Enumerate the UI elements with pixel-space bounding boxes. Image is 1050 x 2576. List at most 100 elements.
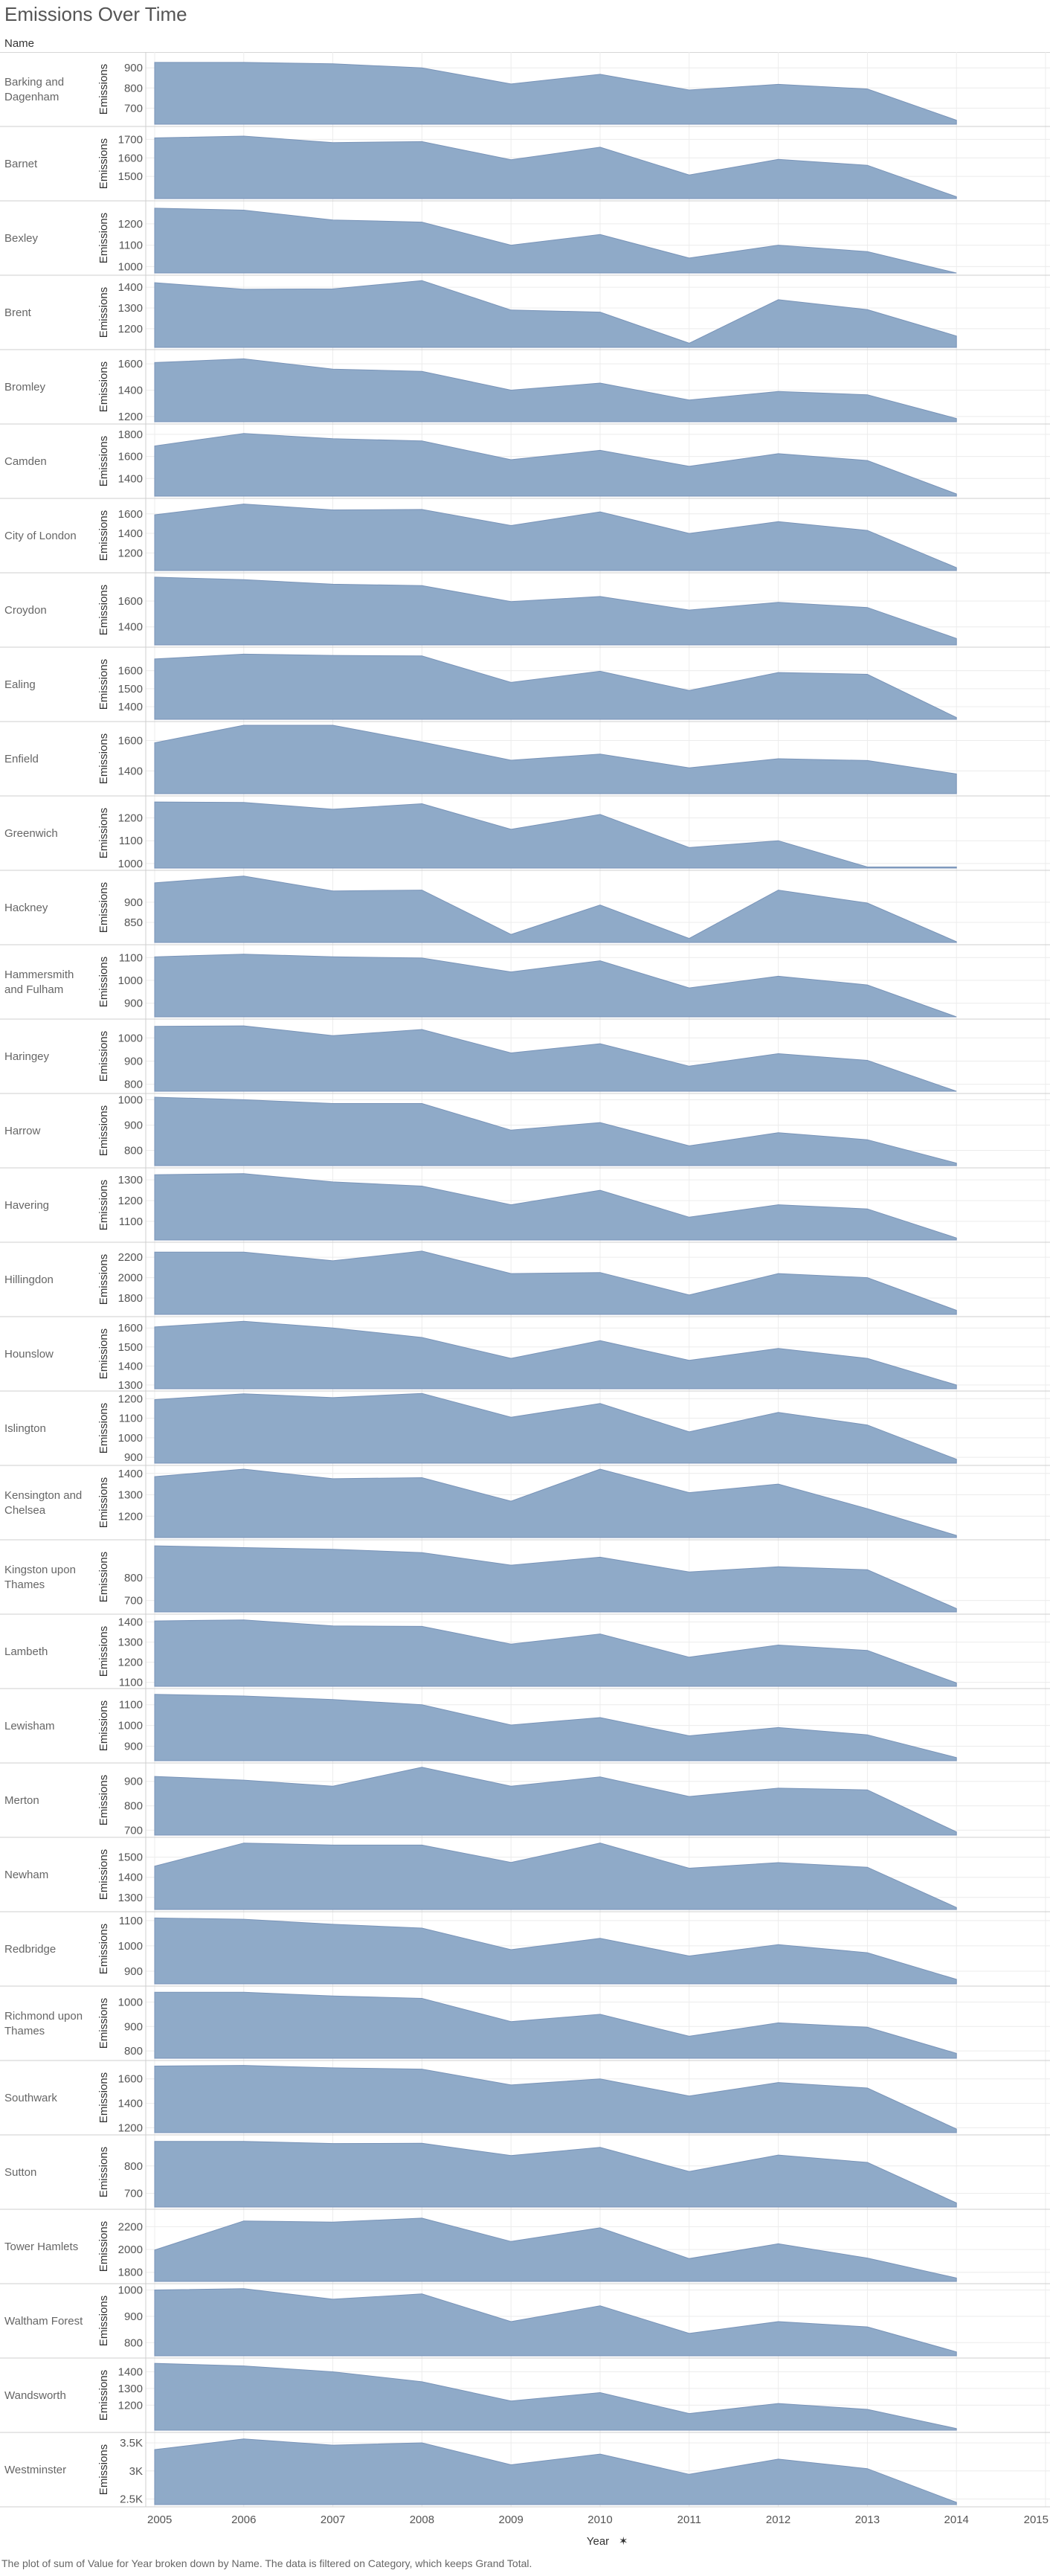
row-name-label: Thames xyxy=(4,2025,45,2037)
y-tick-label: 1600 xyxy=(118,1322,143,1334)
row-name-label: Merton xyxy=(4,1794,39,1807)
y-tick-label: 1200 xyxy=(118,1195,143,1207)
area-kensington-and-chelsea xyxy=(154,1468,957,1538)
y-tick-label: 1000 xyxy=(118,1032,143,1044)
small-multiples-area-chart: 700 800 900 Barking and Dagenham Emissions 150… xyxy=(0,52,1050,2548)
area-tower-hamlets xyxy=(154,2217,957,2282)
x-tick-label: 2014 xyxy=(944,2514,969,2526)
row-name-label: Thames xyxy=(4,1578,45,1591)
row-name-label: Newham xyxy=(4,1869,48,1881)
row-name-label: Kensington and xyxy=(4,1489,82,1502)
row-name-label: Brent xyxy=(4,306,32,319)
x-tick-label: 2009 xyxy=(499,2514,524,2526)
y-axis-title: Emissions xyxy=(97,1254,110,1305)
y-axis-title: Emissions xyxy=(97,2147,110,2197)
name-column-header: Name xyxy=(4,37,35,50)
y-tick-label: 1200 xyxy=(118,812,143,825)
x-axis-title: Year xyxy=(587,2535,609,2548)
y-tick-label: 900 xyxy=(124,1055,143,1067)
y-tick-label: 1000 xyxy=(118,2284,143,2297)
y-tick-label: 1300 xyxy=(118,1892,143,1904)
row-name-label: Islington xyxy=(4,1422,46,1435)
y-tick-label: 900 xyxy=(124,1965,143,1978)
y-tick-label: 800 xyxy=(124,1145,143,1157)
area-lambeth xyxy=(154,1619,957,1687)
row-name-label: Kingston upon xyxy=(4,1564,76,1576)
y-axis-title: Emissions xyxy=(97,287,110,338)
y-tick-label: 1800 xyxy=(118,2267,143,2279)
y-axis-title: Emissions xyxy=(97,2444,110,2495)
area-camden xyxy=(154,433,957,497)
y-axis-title: Emissions xyxy=(97,1924,110,1974)
area-hammersmith-and-fulham xyxy=(154,954,957,1018)
y-tick-label: 3.5K xyxy=(120,2437,143,2450)
y-tick-label: 1400 xyxy=(118,765,143,777)
row-name-label: Harrow xyxy=(4,1125,41,1137)
y-tick-label: 900 xyxy=(124,62,143,74)
row-name-label: Dagenham xyxy=(4,91,59,103)
y-tick-label: 1200 xyxy=(118,218,143,231)
y-tick-label: 1400 xyxy=(118,2098,143,2110)
page-title: Emissions Over Time xyxy=(4,3,187,25)
y-tick-label: 1400 xyxy=(118,2365,143,2378)
y-tick-label: 1100 xyxy=(119,240,143,252)
y-tick-label: 1800 xyxy=(118,1292,143,1305)
y-axis-title: Emissions xyxy=(97,1775,110,1825)
area-hounslow xyxy=(154,1320,957,1390)
area-redbridge xyxy=(154,1917,957,1985)
row-name-label: Tower Hamlets xyxy=(4,2241,78,2253)
area-ealing xyxy=(154,653,957,720)
y-tick-label: 1200 xyxy=(118,2121,143,2134)
row-name-label: Hammersmith xyxy=(4,969,74,981)
y-axis-title: Emissions xyxy=(97,2221,110,2272)
y-tick-label: 1800 xyxy=(118,428,143,441)
y-axis-title: Emissions xyxy=(97,1552,110,1602)
y-axis-title: Emissions xyxy=(97,808,110,858)
y-tick-label: 2000 xyxy=(118,2243,143,2256)
y-tick-label: 1700 xyxy=(118,133,143,146)
y-tick-label: 1600 xyxy=(118,595,143,608)
y-tick-label: 1000 xyxy=(118,1432,143,1445)
area-kingston-upon-thames xyxy=(154,1545,957,1613)
area-hackney xyxy=(154,876,957,943)
y-axis-title: Emissions xyxy=(97,1105,110,1156)
y-tick-label: 800 xyxy=(124,1572,143,1584)
area-newham xyxy=(154,1843,957,1910)
y-tick-label: 1300 xyxy=(118,1379,143,1392)
row-name-label: Havering xyxy=(4,1199,49,1212)
row-name-label: and Fulham xyxy=(4,983,63,996)
row-name-label: Lewisham xyxy=(4,1720,55,1732)
y-tick-label: 1400 xyxy=(118,1872,143,1884)
row-name-label: Hounslow xyxy=(4,1348,54,1361)
y-tick-label: 1300 xyxy=(118,302,143,315)
area-bexley xyxy=(154,208,957,274)
y-tick-label: 1500 xyxy=(118,683,143,696)
y-tick-label: 1400 xyxy=(118,621,143,634)
row-name-label: Greenwich xyxy=(4,827,58,840)
y-tick-label: 1100 xyxy=(119,1915,143,1927)
y-tick-label: 1200 xyxy=(118,1657,143,1669)
y-axis-title: Emissions xyxy=(97,213,110,263)
y-axis-title: Emissions xyxy=(97,2072,110,2123)
row-name-label: Bromley xyxy=(4,381,46,394)
y-tick-label: 900 xyxy=(124,1776,143,1788)
y-tick-label: 3K xyxy=(129,2465,143,2478)
y-tick-label: 1200 xyxy=(118,323,143,335)
row-name-label: Waltham Forest xyxy=(4,2315,83,2328)
area-city-of-london xyxy=(154,504,957,571)
x-tick-label: 2015 xyxy=(1024,2514,1049,2526)
y-tick-label: 1600 xyxy=(118,358,143,370)
y-tick-label: 800 xyxy=(124,2336,143,2349)
y-tick-label: 1100 xyxy=(119,951,143,964)
area-haringey xyxy=(154,1025,957,1092)
y-tick-label: 1000 xyxy=(118,1093,143,1106)
y-tick-label: 1000 xyxy=(118,1720,143,1732)
y-tick-label: 1100 xyxy=(119,1699,143,1712)
area-enfield xyxy=(154,725,957,794)
y-tick-label: 1500 xyxy=(118,170,143,183)
row-name-label: Westminster xyxy=(4,2464,66,2476)
y-tick-label: 1100 xyxy=(119,1413,143,1425)
y-tick-label: 1100 xyxy=(119,1215,143,1228)
row-name-label: Barnet xyxy=(4,158,38,170)
y-axis-title: Emissions xyxy=(97,659,110,710)
